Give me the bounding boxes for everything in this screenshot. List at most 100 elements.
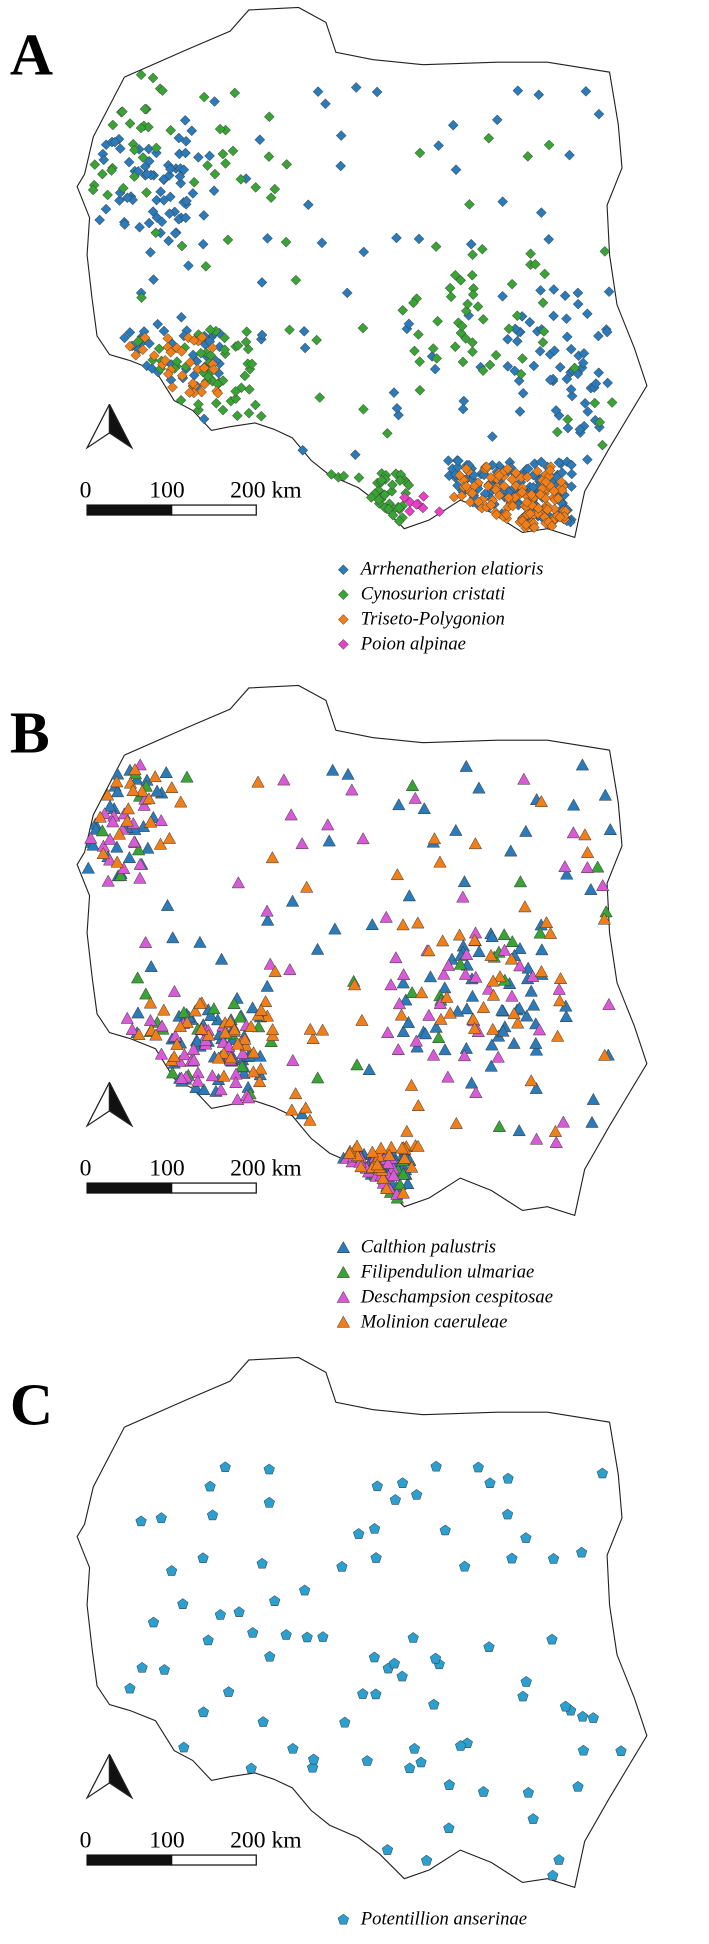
occurrence-point: [464, 199, 475, 210]
occurrence-point: [145, 247, 156, 258]
occurrence-point: [417, 802, 431, 815]
occurrence-point: [477, 243, 488, 255]
occurrence-point: [396, 1024, 411, 1037]
occurrence-point: [483, 1641, 495, 1652]
occurrence-point: [370, 1158, 385, 1171]
occurrence-point: [214, 341, 225, 353]
occurrence-point: [371, 86, 383, 98]
occurrence-points: [94, 82, 615, 528]
occurrence-point: [532, 508, 544, 519]
occurrence-point: [153, 343, 165, 355]
occurrence-point: [497, 928, 511, 941]
occurrence-points: [87, 69, 618, 527]
occurrence-point: [262, 233, 273, 244]
occurrence-point: [283, 962, 297, 975]
map-panel: A Arrhenatherion elatioris Cynosurion cris…: [10, 6, 648, 654]
occurrence-points: [399, 491, 445, 518]
occurrence-point: [123, 156, 135, 168]
occurrence-point: [212, 387, 224, 399]
occurrence-point: [411, 1099, 425, 1112]
map-panel: C Potentillion anserinae 0 100 200 km: [10, 1356, 648, 1930]
scale-bar-black: [86, 504, 173, 516]
occurrence-point: [205, 1069, 219, 1082]
occurrence-point: [100, 788, 115, 801]
occurrence-point: [401, 1177, 415, 1189]
occurrence-point: [120, 1011, 134, 1024]
occurrence-point: [432, 315, 443, 327]
occurrence-point: [396, 918, 410, 931]
occurrence-point: [472, 1461, 484, 1473]
occurrence-point: [539, 916, 554, 928]
scale-label: 200 km: [230, 1156, 302, 1182]
occurrence-point: [543, 926, 558, 939]
occurrence-point: [341, 287, 353, 299]
occurrence-point: [97, 168, 108, 180]
occurrence-point: [129, 144, 140, 156]
occurrence-point: [519, 824, 533, 837]
occurrence-point: [269, 1595, 281, 1607]
occurrence-point: [101, 874, 115, 887]
scale-label: 0: [80, 1828, 92, 1854]
occurrence-point: [437, 967, 451, 980]
occurrence-point: [165, 163, 176, 175]
occurrence-point: [524, 984, 538, 997]
occurrence-point: [549, 503, 560, 515]
occurrence-point: [556, 484, 568, 496]
occurrence-point: [303, 1022, 317, 1035]
occurrence-point: [483, 132, 495, 144]
occurrence-point: [439, 1524, 451, 1536]
occurrence-point: [147, 72, 159, 84]
occurrence-point: [265, 851, 280, 864]
occurrence-point: [569, 362, 580, 374]
occurrence-point: [396, 1186, 410, 1199]
panel-label: B: [10, 700, 50, 766]
legend-label: Filipendulion ulmariae: [360, 1262, 535, 1283]
occurrence-point: [537, 337, 549, 348]
occurrence-point: [457, 356, 469, 368]
north-arrow-right: [108, 404, 134, 450]
occurrence-point: [513, 941, 527, 954]
occurrence-point: [198, 210, 210, 221]
occurrence-point: [258, 994, 273, 1007]
occurrence-point: [143, 1013, 158, 1026]
occurrence-point: [113, 868, 128, 881]
occurrence-point: [510, 467, 522, 479]
occurrence-point: [205, 350, 217, 361]
occurrence-point: [257, 1716, 269, 1727]
occurrence-point: [384, 978, 398, 991]
occurrence-point: [167, 381, 178, 393]
occurrence-point: [564, 149, 575, 161]
occurrence-point: [457, 1049, 472, 1062]
occurrence-point: [150, 784, 164, 797]
occurrence-point: [579, 397, 591, 409]
occurrence-point: [501, 509, 512, 521]
occurrence-point: [490, 349, 502, 361]
occurrence-point: [142, 792, 156, 805]
occurrence-point: [252, 1075, 267, 1088]
north-arrow-left: [85, 1082, 111, 1128]
occurrence-point: [159, 765, 173, 778]
occurrence-point: [397, 304, 409, 316]
occurrence-point: [393, 515, 405, 527]
occurrence-point: [326, 763, 340, 776]
occurrence-point: [117, 861, 131, 874]
occurrence-point: [246, 1046, 261, 1059]
occurrence-point: [322, 834, 336, 847]
occurrence-point: [181, 195, 192, 207]
occurrence-point: [422, 944, 436, 957]
occurrence-point: [353, 1528, 365, 1539]
occurrence-point: [250, 399, 261, 411]
occurrence-point: [207, 1002, 221, 1015]
occurrence-point: [577, 1710, 589, 1722]
occurrence-point: [487, 459, 498, 471]
occurrence-point: [302, 199, 314, 211]
occurrence-point: [143, 121, 154, 133]
occurrence-point: [187, 188, 199, 199]
occurrence-point: [449, 823, 463, 836]
occurrence-point: [157, 1003, 171, 1016]
scale-bar-white: [171, 1182, 257, 1194]
occurrence-point: [492, 1119, 507, 1132]
occurrence-point: [589, 397, 601, 409]
occurrence-point: [597, 912, 611, 925]
occurrence-point: [339, 1716, 351, 1728]
